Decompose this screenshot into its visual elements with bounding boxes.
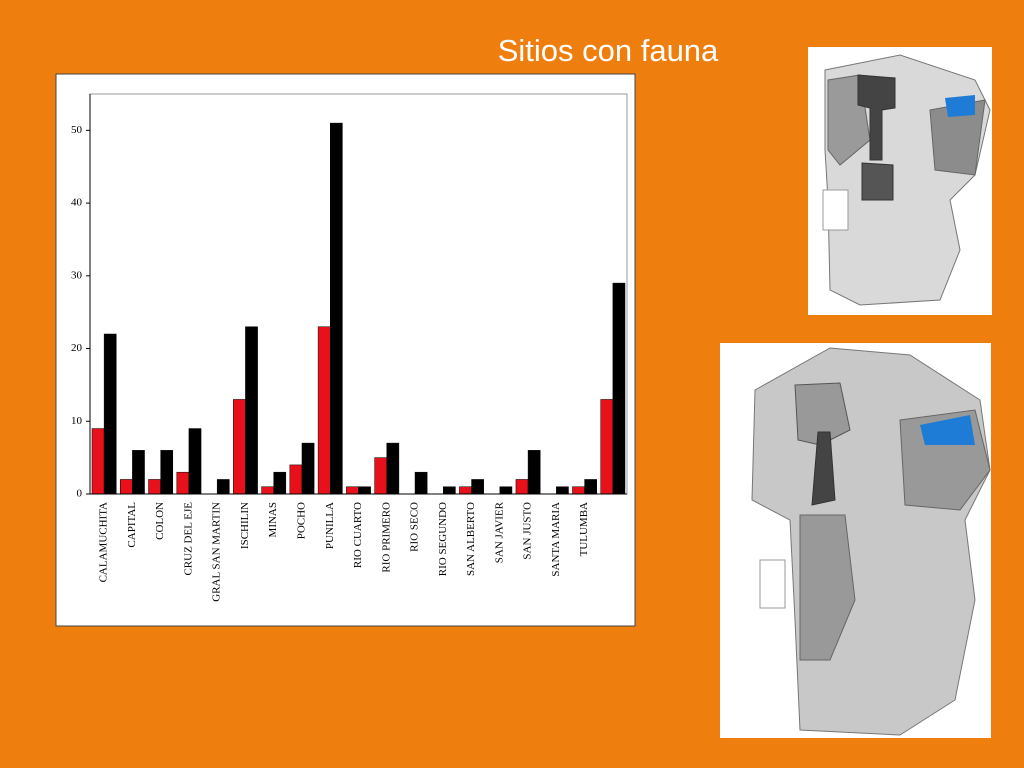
y-tick-label: 0 <box>77 488 83 500</box>
map-lake <box>945 95 975 117</box>
bar <box>346 486 359 495</box>
y-tick-label: 30 <box>71 269 83 281</box>
map-region <box>799 514 856 661</box>
map-region <box>857 74 896 161</box>
bar <box>216 479 230 495</box>
bar <box>273 471 287 495</box>
y-tick-label: 10 <box>71 415 83 427</box>
bar <box>148 479 161 495</box>
y-tick-label: 20 <box>71 342 83 354</box>
map-lake <box>920 415 975 445</box>
bar <box>358 486 371 495</box>
bar <box>374 457 388 495</box>
bar <box>261 486 274 495</box>
bar <box>471 479 484 495</box>
map-legend <box>759 559 786 609</box>
x-tick-label: SAN JAVIER <box>493 501 505 563</box>
x-tick-label: RIO CUARTO <box>352 502 364 568</box>
bar <box>289 464 303 495</box>
bar <box>414 471 428 495</box>
x-tick-label: CRUZ DEL EJE <box>182 502 194 576</box>
map-top <box>808 47 992 315</box>
x-tick-label: PUNILLA <box>324 502 336 549</box>
bar <box>301 442 315 495</box>
slide-title: Sitios con fauna <box>498 33 719 68</box>
bar <box>572 486 585 495</box>
bar <box>612 282 626 495</box>
chart-frame <box>55 73 636 627</box>
bar <box>160 450 174 495</box>
bar <box>556 486 569 495</box>
bar <box>317 326 331 495</box>
bar <box>91 428 105 495</box>
bar <box>176 471 190 495</box>
y-tick-label: 50 <box>71 124 83 136</box>
x-tick-label: RIO SECO <box>409 502 421 552</box>
map-legend <box>822 189 849 231</box>
bar <box>527 450 541 495</box>
x-tick-label: GRAL SAN MARTIN <box>211 502 223 602</box>
x-tick-label: MINAS <box>267 502 279 537</box>
bar <box>245 326 258 495</box>
x-tick-label: SAN ALBERTO <box>465 502 477 576</box>
y-tick-label: 40 <box>71 197 83 209</box>
bar <box>459 486 472 495</box>
x-tick-label: SAN JUSTO <box>522 502 534 560</box>
x-tick-label: ISCHILIN <box>239 502 251 549</box>
x-tick-label: RIO SEGUNDO <box>437 502 449 576</box>
bar <box>584 479 597 495</box>
x-tick-label: POCHO <box>296 502 308 539</box>
map-region <box>811 431 836 506</box>
bar <box>329 122 343 495</box>
x-tick-label: CALAMUCHITA <box>98 502 110 582</box>
x-tick-label: RIO PRIMERO <box>380 502 392 573</box>
map-region <box>861 162 894 201</box>
bar <box>132 450 145 495</box>
x-tick-label: TULUMBA <box>578 502 590 556</box>
bar <box>443 486 456 495</box>
bar <box>103 333 117 495</box>
bar <box>515 479 529 495</box>
bar <box>120 479 133 495</box>
bar <box>188 428 202 495</box>
bar <box>600 399 614 495</box>
bar <box>386 442 400 495</box>
map-bottom <box>720 343 991 738</box>
x-tick-label: COLON <box>154 502 166 540</box>
x-tick-label: CAPITAL <box>126 502 138 548</box>
x-tick-label: SANTA MARIA <box>550 502 562 577</box>
bar <box>233 399 246 495</box>
bar <box>499 486 513 495</box>
